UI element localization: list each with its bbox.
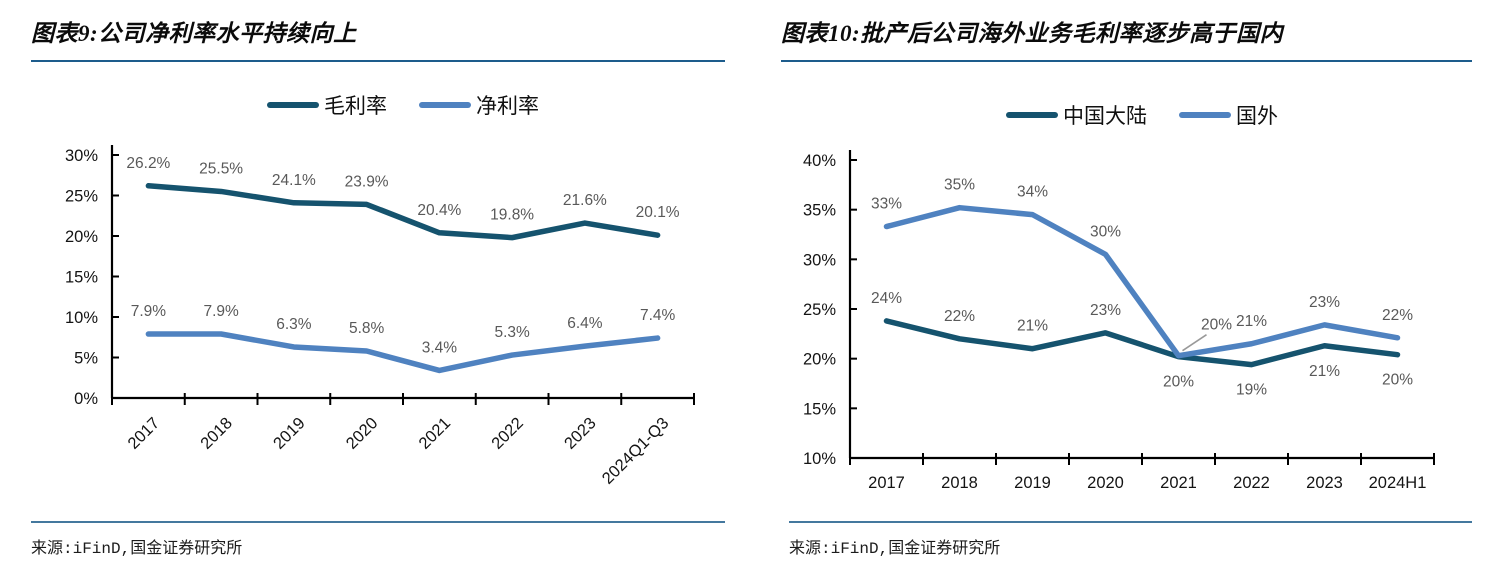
data-label: 20% bbox=[1201, 317, 1232, 334]
series-line-1 bbox=[883, 204, 1401, 359]
x-axis-label: 2021 bbox=[1160, 474, 1197, 492]
x-axis-label: 2022 bbox=[488, 414, 527, 453]
x-axis-label: 2023 bbox=[561, 414, 600, 453]
y-axis-label: 5% bbox=[74, 350, 98, 368]
data-label: 7.9% bbox=[131, 303, 167, 320]
data-label: 21% bbox=[1309, 363, 1340, 380]
figure-9-source-row: 来源:iFinD,国金证券研究所 bbox=[31, 521, 725, 558]
data-label: 20% bbox=[1382, 372, 1413, 389]
data-label: 23% bbox=[1090, 302, 1121, 319]
data-label: 20.1% bbox=[636, 204, 680, 221]
x-axis-label: 2018 bbox=[197, 414, 236, 453]
data-label: 33% bbox=[871, 196, 902, 213]
y-axis-label: 10% bbox=[803, 450, 836, 468]
y-axis-label: 20% bbox=[803, 351, 836, 369]
data-label: 19% bbox=[1236, 382, 1267, 399]
data-label: 19.8% bbox=[490, 207, 534, 224]
data-label: 24.1% bbox=[272, 172, 316, 189]
y-axis-label: 10% bbox=[65, 309, 98, 327]
series-line-0 bbox=[145, 183, 661, 241]
figure-10-legend: 中国大陆 国外 bbox=[850, 100, 1434, 130]
data-label: 6.3% bbox=[276, 316, 312, 333]
data-label: 5.3% bbox=[494, 324, 530, 341]
x-axis-label: 2024H1 bbox=[1369, 474, 1427, 492]
figure-10-header: 图表10:批产后公司海外业务毛利率逐步高于国内 bbox=[781, 14, 1472, 62]
domestic-vs-overseas-line-chart: 10% 15% 20% 25% 30% 35% 40% 2017 2018 2019 2020 202… bbox=[803, 150, 1435, 492]
data-label: 23% bbox=[1309, 294, 1340, 311]
x-axis-label: 2019 bbox=[270, 414, 309, 453]
series-line-0 bbox=[883, 318, 1401, 368]
data-label: 35% bbox=[944, 177, 975, 194]
figure-9-source: 来源:iFinD,国金证券研究所 bbox=[31, 540, 243, 558]
figure-10-source: 来源:iFinD,国金证券研究所 bbox=[789, 540, 1001, 558]
y-axis-label: 30% bbox=[803, 251, 836, 269]
y-axis-label: 25% bbox=[803, 301, 836, 319]
legend-label: 净利率 bbox=[476, 94, 539, 118]
data-label: 34% bbox=[1017, 184, 1048, 201]
y-axis-label: 15% bbox=[803, 400, 836, 418]
legend-label: 国外 bbox=[1236, 104, 1278, 128]
data-label: 3.4% bbox=[422, 339, 458, 356]
line-swatch-icon bbox=[267, 101, 319, 109]
data-label: 24% bbox=[871, 290, 902, 307]
figure-9-legend: 毛利率 净利率 bbox=[112, 90, 694, 120]
legend-label: 毛利率 bbox=[324, 94, 387, 118]
y-axis-label: 25% bbox=[65, 188, 98, 206]
data-label: 7.9% bbox=[203, 303, 239, 320]
x-axis-label: 2020 bbox=[1087, 474, 1124, 492]
panel-figure-10: 图表10:批产后公司海外业务毛利率逐步高于国内 中国大陆 国外 10% 15% 20… bbox=[745, 0, 1490, 575]
data-label: 26.2% bbox=[126, 155, 170, 172]
data-label: 22% bbox=[1382, 307, 1413, 324]
y-axis-label: 15% bbox=[65, 269, 98, 287]
data-label: 21% bbox=[1236, 313, 1267, 330]
x-axis-label: 2019 bbox=[1014, 474, 1051, 492]
y-axis-label: 35% bbox=[803, 202, 836, 220]
data-label: 21% bbox=[1017, 318, 1048, 335]
figure-10-source-row: 来源:iFinD,国金证券研究所 bbox=[789, 521, 1472, 558]
x-axis-label: 2023 bbox=[1306, 474, 1343, 492]
margin-trend-line-chart: 0% 5% 10% 15% 20% 25% 30% 2017 2018 2019 2020 2021 2… bbox=[65, 145, 695, 488]
x-axis-label: 2021 bbox=[416, 414, 455, 453]
legend-item-overseas: 国外 bbox=[1179, 100, 1278, 130]
panel-figure-9: 图表9:公司净利率水平持续向上 毛利率 净利率 0% 5% 10% 15% 20% 25%… bbox=[31, 14, 725, 558]
x-axis-label: 2022 bbox=[1233, 474, 1270, 492]
callout-leader-line bbox=[1182, 334, 1207, 352]
data-label: 7.4% bbox=[640, 307, 676, 324]
figure-10-title: 图表10:批产后公司海外业务毛利率逐步高于国内 bbox=[781, 21, 1284, 46]
x-axis-label: 2024Q1-Q3 bbox=[599, 414, 673, 488]
data-label: 30% bbox=[1090, 223, 1121, 240]
data-label: 21.6% bbox=[563, 192, 607, 209]
line-swatch-icon bbox=[1006, 111, 1058, 119]
line-swatch-icon bbox=[1179, 111, 1231, 119]
legend-item-gross-margin: 毛利率 bbox=[267, 90, 387, 120]
line-swatch-icon bbox=[419, 101, 471, 109]
series-line-1 bbox=[145, 331, 661, 374]
legend-item-net-margin: 净利率 bbox=[419, 90, 539, 120]
data-label: 23.9% bbox=[345, 173, 389, 190]
legend-label: 中国大陆 bbox=[1063, 104, 1147, 128]
legend-item-mainland-china: 中国大陆 bbox=[1006, 100, 1147, 130]
data-label: 22% bbox=[944, 308, 975, 325]
data-label: 5.8% bbox=[349, 320, 385, 337]
figure-9-title: 图表9:公司净利率水平持续向上 bbox=[31, 21, 357, 46]
data-label: 6.4% bbox=[567, 315, 603, 332]
data-label: 20.4% bbox=[417, 202, 461, 219]
x-axis-label: 2017 bbox=[125, 414, 164, 453]
y-axis-label: 0% bbox=[74, 390, 98, 408]
data-label: 20% bbox=[1163, 374, 1194, 391]
figure-9-header: 图表9:公司净利率水平持续向上 bbox=[31, 14, 725, 62]
x-axis-label: 2018 bbox=[941, 474, 978, 492]
x-axis-label: 2020 bbox=[343, 414, 382, 453]
y-axis-label: 30% bbox=[65, 147, 98, 165]
y-axis-label: 40% bbox=[803, 152, 836, 170]
data-label: 25.5% bbox=[199, 160, 243, 177]
y-axis-label: 20% bbox=[65, 228, 98, 246]
x-axis-label: 2017 bbox=[868, 474, 905, 492]
